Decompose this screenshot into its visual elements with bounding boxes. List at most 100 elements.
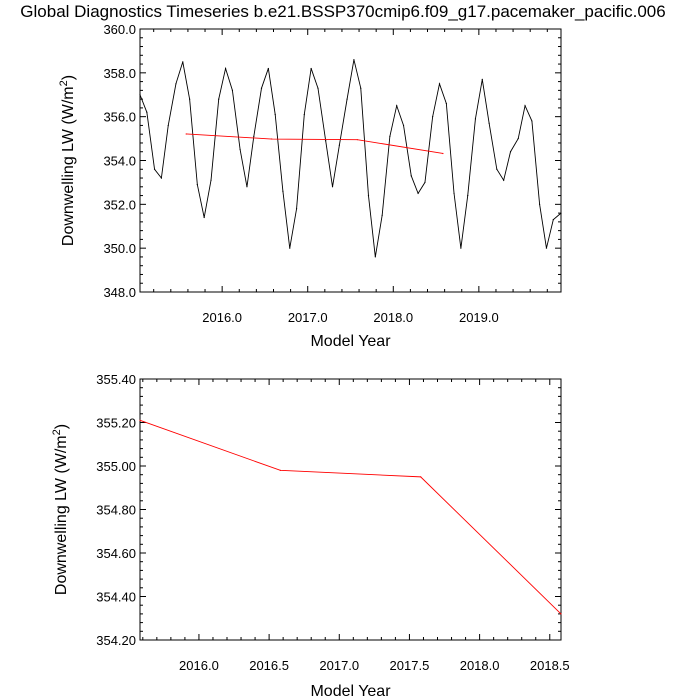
data-point xyxy=(389,135,391,137)
data-point xyxy=(210,179,212,181)
plot-frame xyxy=(139,378,562,641)
data-point xyxy=(445,102,447,105)
data-point xyxy=(346,98,348,100)
y-tick-label: 352.0 xyxy=(103,197,136,212)
y-tick-label: 348.0 xyxy=(103,285,136,300)
y-tick-label: 358.0 xyxy=(103,66,136,81)
data-point xyxy=(531,120,533,122)
chart-title: Global Diagnostics Timeseries b.e21.BSSP… xyxy=(20,2,665,21)
data-point xyxy=(331,186,334,188)
data-point xyxy=(410,175,412,177)
data-point xyxy=(481,78,483,81)
data-point xyxy=(524,105,526,107)
data-point xyxy=(203,216,205,219)
data-point xyxy=(231,89,234,91)
data-point xyxy=(317,87,319,89)
data-point xyxy=(239,148,241,151)
y-tick-label: 355.20 xyxy=(96,416,136,431)
data-point xyxy=(189,98,191,100)
data-point xyxy=(488,122,490,124)
y-tick-label: 355.00 xyxy=(96,459,136,474)
data-point xyxy=(420,476,422,478)
y-tick-label: 360.0 xyxy=(103,22,136,37)
data-point xyxy=(509,151,512,153)
y-axis-title-main: Downwelling LW (W/m xyxy=(53,435,70,595)
data-point xyxy=(496,168,498,170)
data-point xyxy=(432,116,434,118)
x-axis-title: Model Year xyxy=(310,333,391,350)
data-point xyxy=(182,61,184,63)
data-point xyxy=(356,139,358,141)
data-point xyxy=(246,186,248,188)
data-point xyxy=(424,181,426,184)
data-point xyxy=(417,192,419,194)
data-point xyxy=(271,138,273,140)
data-point xyxy=(367,194,370,197)
data-point xyxy=(467,194,469,197)
chart-panel-1: 348.0 350.0 352.0 354.0 356.0 358.0 360.0 2016.… xyxy=(58,22,562,350)
data-point xyxy=(560,212,562,214)
data-point xyxy=(353,59,355,61)
data-point xyxy=(402,124,405,127)
data-point xyxy=(282,190,284,192)
data-point xyxy=(146,111,148,113)
y-tick-label: 350.0 xyxy=(103,241,136,256)
x-tick-label: 2019.0 xyxy=(459,310,499,325)
data-point xyxy=(545,247,548,249)
series-line-1 xyxy=(139,59,562,258)
data-point xyxy=(360,87,362,89)
data-point xyxy=(338,144,340,146)
data-point xyxy=(552,219,554,221)
data-point xyxy=(303,113,305,116)
chart-panel-2: 354.20 354.40 354.60 354.80 355.00 355.20 355.… xyxy=(51,372,570,700)
y-axis-title-close: ) xyxy=(60,75,77,80)
data-point xyxy=(196,184,198,186)
y-axis-title: Downwelling LW (W/m2) xyxy=(58,75,77,246)
data-point xyxy=(274,113,276,116)
data-point xyxy=(139,94,141,96)
data-point xyxy=(218,98,220,100)
data-point xyxy=(139,419,141,421)
y-tick-label: 354.80 xyxy=(96,503,136,518)
y-tick-label: 354.40 xyxy=(96,590,136,605)
data-point xyxy=(253,135,255,137)
data-point xyxy=(396,105,398,107)
y-tick-label: 354.20 xyxy=(96,633,136,648)
data-point xyxy=(160,177,162,179)
x-tick-label: 2018.0 xyxy=(460,658,500,673)
y-axis-title-superscript: 2 xyxy=(51,429,63,435)
data-point xyxy=(560,613,562,615)
data-point xyxy=(453,192,455,194)
data-point xyxy=(374,256,376,258)
x-tick-label: 2017.0 xyxy=(319,658,359,673)
x-tick-label: 2017.5 xyxy=(390,658,430,673)
x-tick-label: 2017.0 xyxy=(288,310,328,325)
series-line-2 xyxy=(186,133,443,154)
data-point xyxy=(310,67,312,70)
data-point xyxy=(442,152,444,155)
data-point xyxy=(279,469,281,471)
data-point xyxy=(224,67,227,70)
y-tick-label: 354.0 xyxy=(103,154,136,169)
data-point xyxy=(167,124,169,127)
x-tick-label: 2016.0 xyxy=(202,310,242,325)
x-tick-label: 2016.5 xyxy=(249,658,289,673)
data-point xyxy=(325,140,327,142)
data-point xyxy=(474,118,477,120)
y-axis-title-superscript: 2 xyxy=(58,80,70,86)
x-tick-label: 2016.0 xyxy=(179,658,219,673)
y-axis-title: Downwelling LW (W/m2) xyxy=(51,424,70,595)
y-axis-title-close: ) xyxy=(53,424,70,429)
series-line-1 xyxy=(139,419,562,615)
data-point xyxy=(539,203,541,205)
y-tick-label: 355.40 xyxy=(96,372,136,387)
data-point xyxy=(295,208,298,210)
data-point xyxy=(503,179,505,181)
plot-frame xyxy=(139,28,562,293)
data-point xyxy=(267,67,269,70)
x-tick-label: 2018.5 xyxy=(530,658,570,673)
y-tick-label: 354.60 xyxy=(96,546,136,561)
x-tick-label: 2018.0 xyxy=(373,310,413,325)
x-axis-title: Model Year xyxy=(310,683,391,700)
